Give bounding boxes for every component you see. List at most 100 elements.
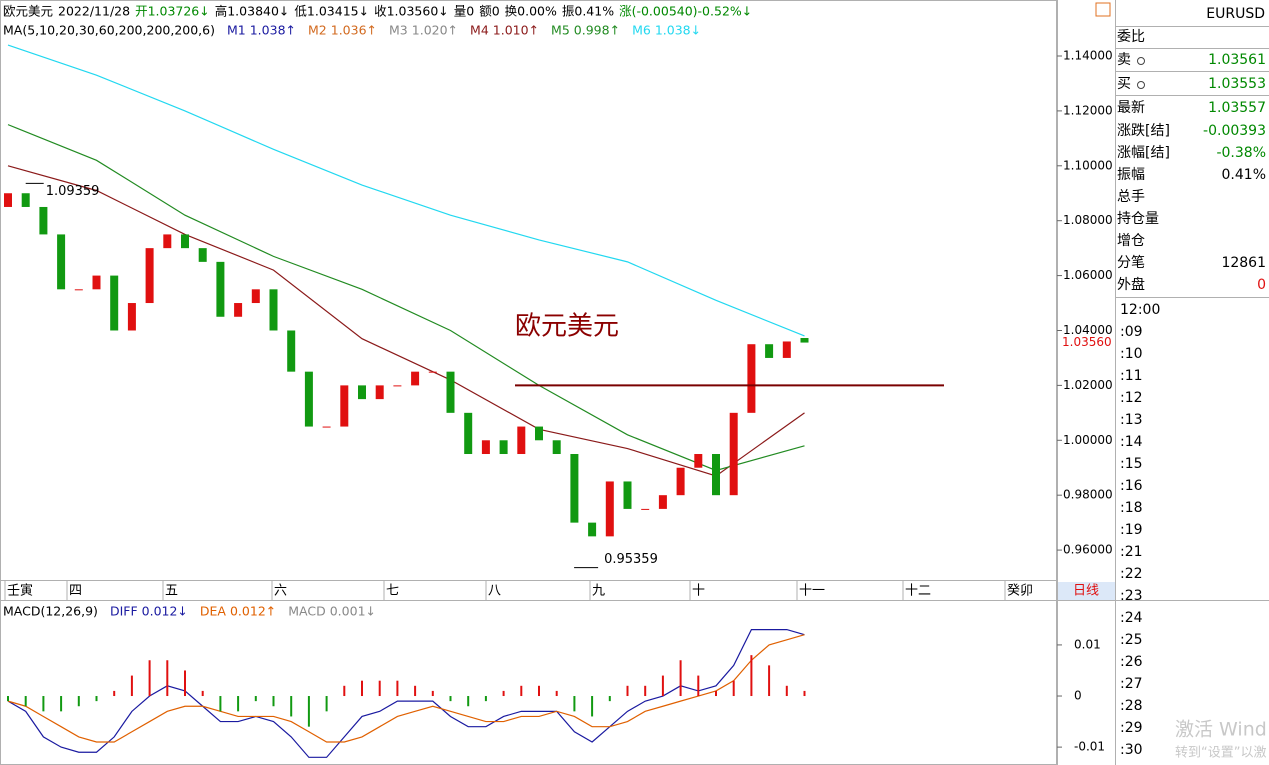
row-value: 1.03557 bbox=[1208, 100, 1266, 116]
candle bbox=[322, 426, 331, 428]
info-icon bbox=[1137, 81, 1145, 89]
legend-name: M3 bbox=[389, 23, 408, 38]
legend-value: 1.010↑ bbox=[493, 23, 539, 38]
legend-name: MACD bbox=[288, 604, 325, 619]
candle bbox=[358, 385, 366, 400]
tab-bg[interactable] bbox=[1058, 582, 1115, 600]
y-tick-label: 0 bbox=[1074, 689, 1082, 703]
macd-title: MACD(12,26,9) bbox=[3, 604, 98, 619]
row-value: 1.03553 bbox=[1208, 76, 1266, 92]
legend-name: M5 bbox=[551, 23, 570, 38]
candle bbox=[287, 330, 296, 372]
watermark: 激活 Wind bbox=[1175, 719, 1267, 741]
legend-name: DIFF bbox=[110, 604, 138, 619]
legend-value: 1.036↑ bbox=[331, 23, 377, 38]
legend-value: 0.001↓ bbox=[330, 604, 376, 619]
ma-line bbox=[7, 165, 805, 477]
legend-name: M6 bbox=[632, 23, 651, 38]
y-tick-label: 1.14000 bbox=[1063, 48, 1113, 62]
candle bbox=[499, 440, 508, 455]
header-item: 涨(-0.00540)-0.52%↓ bbox=[619, 4, 752, 19]
legend-value: 0.012↑ bbox=[230, 604, 276, 619]
ma-line bbox=[7, 124, 805, 472]
candle bbox=[535, 426, 543, 441]
candle bbox=[712, 454, 720, 496]
candle bbox=[641, 508, 650, 510]
row-value: 12861 bbox=[1221, 255, 1266, 271]
candle bbox=[658, 495, 667, 509]
x-tick-label: 四 bbox=[69, 584, 82, 599]
time-row: :28 bbox=[1120, 698, 1143, 714]
y-tick-label: 0.96000 bbox=[1063, 543, 1113, 557]
x-tick-label: 壬寅 bbox=[7, 583, 33, 599]
candle bbox=[181, 234, 189, 249]
x-tick-label: 癸卯 bbox=[1007, 584, 1033, 599]
time-row: 12:00 bbox=[1120, 302, 1160, 318]
candle bbox=[605, 481, 614, 537]
time-row: :14 bbox=[1120, 434, 1143, 450]
x-tick-label: 十 bbox=[692, 584, 705, 599]
time-row: :21 bbox=[1120, 544, 1143, 560]
candle bbox=[21, 193, 30, 207]
time-row: :29 bbox=[1120, 720, 1143, 736]
candle bbox=[747, 344, 756, 413]
time-row: :09 bbox=[1120, 324, 1143, 340]
candle bbox=[269, 289, 278, 331]
period-tab[interactable]: 日线 bbox=[1073, 584, 1099, 599]
candle bbox=[623, 481, 632, 509]
maximize-icon[interactable] bbox=[1095, 2, 1111, 17]
row-label: 分笔 bbox=[1117, 255, 1145, 271]
macd-line bbox=[7, 628, 805, 758]
time-row: :18 bbox=[1120, 500, 1143, 516]
legend-name: M2 bbox=[308, 23, 327, 38]
legend-name: M4 bbox=[470, 23, 489, 38]
candle bbox=[340, 385, 349, 427]
row-label: 委比 bbox=[1117, 29, 1145, 45]
y-tick-label: -0.01 bbox=[1074, 740, 1105, 754]
header-item: 开1.03726↓ bbox=[135, 4, 210, 19]
y-tick-label: 1.10000 bbox=[1063, 158, 1113, 172]
y-tick-label: 0.98000 bbox=[1063, 488, 1113, 502]
candle bbox=[800, 338, 809, 343]
row-value: -0.00393 bbox=[1203, 123, 1266, 139]
legend-value: 0.012↓ bbox=[142, 604, 188, 619]
candle bbox=[127, 303, 136, 331]
x-tick-label: 八 bbox=[488, 584, 501, 599]
candle bbox=[694, 454, 703, 468]
row-value: 1.03561 bbox=[1208, 52, 1266, 68]
row-label: 买 bbox=[1117, 76, 1131, 92]
row-label: 卖 bbox=[1117, 52, 1131, 68]
header-item: 欧元美元 bbox=[3, 4, 53, 19]
candle bbox=[4, 193, 12, 207]
last-price: 1.03560 bbox=[1062, 335, 1112, 349]
time-row: :10 bbox=[1120, 346, 1143, 362]
candle bbox=[92, 275, 101, 290]
ma-line bbox=[7, 44, 805, 337]
low-label: 0.95359 bbox=[604, 552, 658, 567]
candle bbox=[588, 522, 597, 537]
annotation: 欧元美元 bbox=[515, 312, 619, 342]
candle bbox=[782, 341, 791, 358]
row-label: 增仓 bbox=[1117, 233, 1145, 249]
header-item: 换0.00% bbox=[505, 4, 557, 19]
candle bbox=[676, 467, 685, 496]
row-label: 涨幅[结] bbox=[1117, 145, 1170, 161]
watermark: 转到“设置”以激 bbox=[1175, 746, 1266, 761]
legend-name: DEA bbox=[200, 604, 227, 619]
y-tick-label: 1.04000 bbox=[1063, 323, 1113, 337]
candle bbox=[216, 261, 225, 317]
time-row: :30 bbox=[1120, 742, 1143, 758]
time-row: :22 bbox=[1120, 566, 1143, 582]
legend-value: 1.038↑ bbox=[250, 23, 296, 38]
candle bbox=[765, 344, 774, 358]
candle bbox=[234, 303, 243, 317]
y-tick-label: 1.02000 bbox=[1063, 378, 1113, 392]
header-item: 量0 bbox=[454, 4, 475, 19]
y-tick-label: 1.06000 bbox=[1063, 268, 1113, 282]
candle bbox=[464, 412, 473, 455]
candle bbox=[481, 440, 490, 455]
row-value: 0 bbox=[1257, 277, 1266, 293]
time-row: :27 bbox=[1120, 676, 1143, 692]
info-icon bbox=[1137, 57, 1145, 65]
